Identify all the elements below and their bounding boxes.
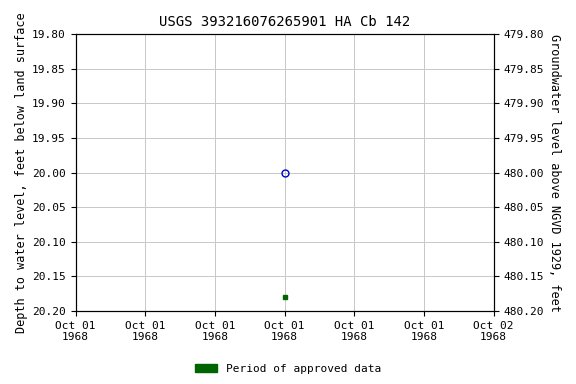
Title: USGS 393216076265901 HA Cb 142: USGS 393216076265901 HA Cb 142 [159, 15, 410, 29]
Y-axis label: Groundwater level above NGVD 1929, feet: Groundwater level above NGVD 1929, feet [548, 34, 561, 311]
Y-axis label: Depth to water level, feet below land surface: Depth to water level, feet below land su… [15, 12, 28, 333]
Legend: Period of approved data: Period of approved data [191, 359, 385, 379]
